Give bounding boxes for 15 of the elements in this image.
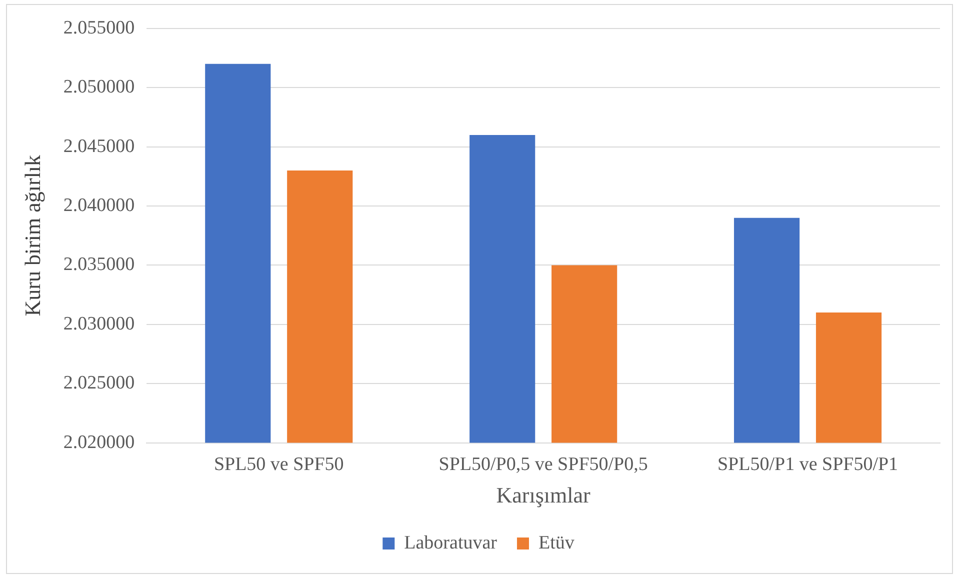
y-tick-label: 2.045000 [63, 136, 135, 157]
x-tick-label: SPL50 ve SPF50 [214, 454, 344, 476]
y-tick-label: 2.025000 [63, 372, 135, 394]
y-tick-label: 2.035000 [63, 254, 135, 276]
y-axis-title: Kuru birim ağırlık [20, 154, 45, 316]
legend-label: Etüv [538, 532, 575, 554]
y-tick-label: 2.055000 [63, 17, 135, 38]
y-tick-label: 2.020000 [63, 432, 135, 453]
x-tick-label: SPL50/P0,5 ve SPF50/P0,5 [438, 454, 648, 476]
y-tick-label: 2.030000 [63, 313, 135, 334]
legend-label: Laboratuvar [404, 532, 498, 554]
y-tick-label: 2.050000 [63, 76, 135, 98]
y-tick-label: 2.040000 [63, 194, 135, 216]
x-tick-label: SPL50/P1 ve SPF50/P1 [717, 454, 898, 476]
x-axis-title: Karışımlar [496, 482, 592, 508]
